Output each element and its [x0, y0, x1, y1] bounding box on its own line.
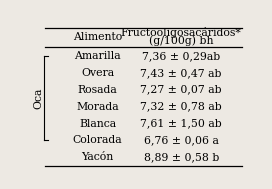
- Text: 7,43 ± 0,47 ab: 7,43 ± 0,47 ab: [141, 68, 222, 78]
- Text: 7,27 ± 0,07 ab: 7,27 ± 0,07 ab: [140, 85, 222, 95]
- Text: Blanca: Blanca: [79, 119, 116, 129]
- Text: Fructooligosacáridos*: Fructooligosacáridos*: [121, 27, 242, 38]
- Text: (g/100g) bh: (g/100g) bh: [149, 35, 214, 46]
- Text: Amarilla: Amarilla: [74, 51, 121, 61]
- Text: Alimento: Alimento: [73, 32, 122, 42]
- Text: 7,32 ± 0,78 ab: 7,32 ± 0,78 ab: [140, 102, 222, 112]
- Text: Colorada: Colorada: [73, 136, 122, 146]
- Text: Rosada: Rosada: [78, 85, 118, 95]
- Text: Morada: Morada: [76, 102, 119, 112]
- Text: 6,76 ± 0,06 a: 6,76 ± 0,06 a: [144, 136, 219, 146]
- Text: Overa: Overa: [81, 68, 114, 78]
- Text: Oca: Oca: [33, 88, 43, 109]
- Text: 7,36 ± 0,29ab: 7,36 ± 0,29ab: [142, 51, 220, 61]
- Text: 7,61 ± 1,50 ab: 7,61 ± 1,50 ab: [140, 119, 222, 129]
- Text: 8,89 ± 0,58 b: 8,89 ± 0,58 b: [144, 153, 219, 162]
- Text: Yacón: Yacón: [81, 153, 114, 162]
